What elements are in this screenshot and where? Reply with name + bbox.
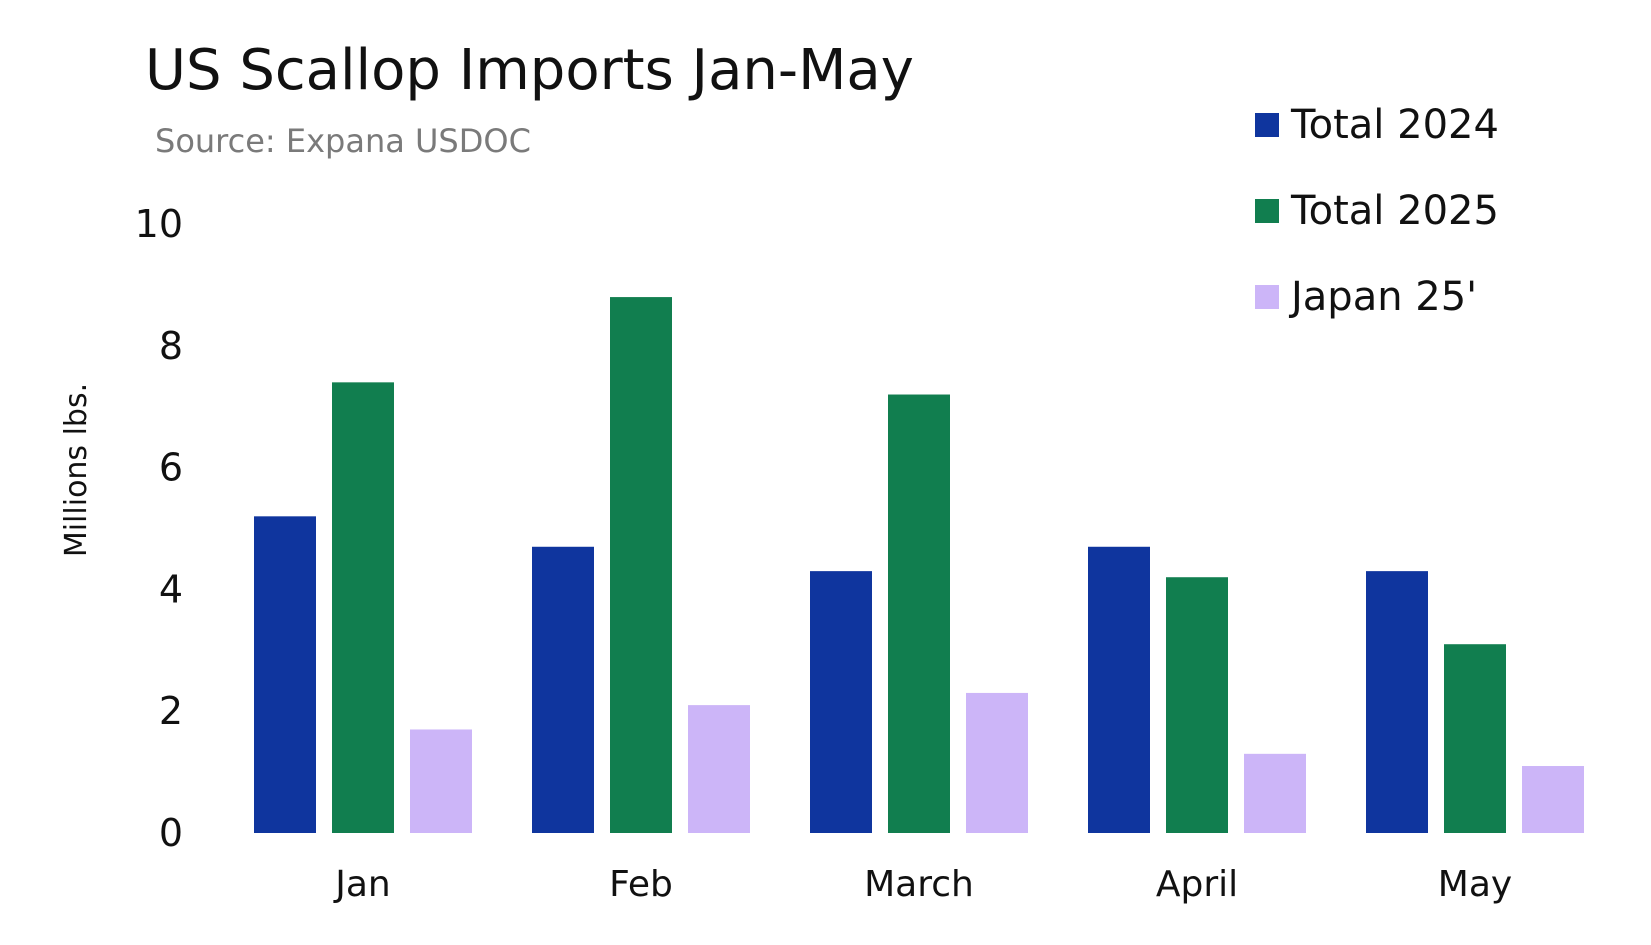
bar-may-total-2025 [1444, 644, 1506, 833]
legend-swatch-total-2025 [1255, 199, 1279, 223]
bar-may-total-2024 [1366, 571, 1428, 833]
x-axis-labels: Jan Feb March April May [333, 864, 1512, 905]
x-tick-label: March [864, 864, 974, 905]
bar-feb-japan-25 [688, 705, 750, 833]
y-tick-label: 8 [159, 324, 183, 368]
chart-legend: Total 2024 Total 2025 Japan 25' [1255, 82, 1499, 340]
bar-may-japan-25 [1522, 766, 1584, 833]
bar-jan-total-2025 [332, 382, 394, 833]
bar-april-total-2024 [1088, 546, 1150, 833]
y-tick-label: 6 [159, 446, 183, 490]
bar-march-total-2024 [810, 571, 872, 833]
legend-swatch-total-2024 [1255, 113, 1279, 137]
y-tick-label: 10 [135, 202, 183, 246]
bar-jan-japan-25 [410, 729, 472, 833]
chart-subtitle: Source: Expana USDOC [155, 122, 531, 160]
x-tick-label: May [1438, 864, 1512, 905]
bar-feb-total-2025 [610, 297, 672, 834]
bar-march-total-2025 [888, 394, 950, 833]
legend-swatch-japan-25 [1255, 285, 1279, 309]
x-tick-label: Jan [333, 864, 391, 905]
legend-label-total-2024: Total 2024 [1291, 102, 1499, 148]
bar-feb-total-2024 [532, 546, 594, 833]
legend-item-japan-25: Japan 25' [1255, 254, 1499, 340]
x-tick-label: April [1156, 864, 1238, 905]
chart-title: US Scallop Imports Jan-May [145, 38, 914, 103]
y-tick-label: 0 [159, 811, 183, 855]
bar-jan-total-2024 [254, 516, 316, 833]
y-tick-label: 2 [159, 689, 183, 733]
bar-april-total-2025 [1166, 577, 1228, 833]
legend-item-total-2024: Total 2024 [1255, 82, 1499, 168]
legend-label-japan-25: Japan 25' [1291, 274, 1478, 320]
y-axis-label: Millions lbs. [59, 383, 94, 557]
bar-march-japan-25 [966, 692, 1028, 833]
y-axis-ticks: 0 2 4 6 8 10 [135, 202, 183, 855]
legend-item-total-2025: Total 2025 [1255, 168, 1499, 254]
legend-label-total-2025: Total 2025 [1291, 188, 1499, 234]
bars-group [254, 297, 1584, 834]
x-tick-label: Feb [609, 864, 673, 905]
bar-april-japan-25 [1244, 753, 1306, 833]
y-tick-label: 4 [159, 567, 183, 611]
